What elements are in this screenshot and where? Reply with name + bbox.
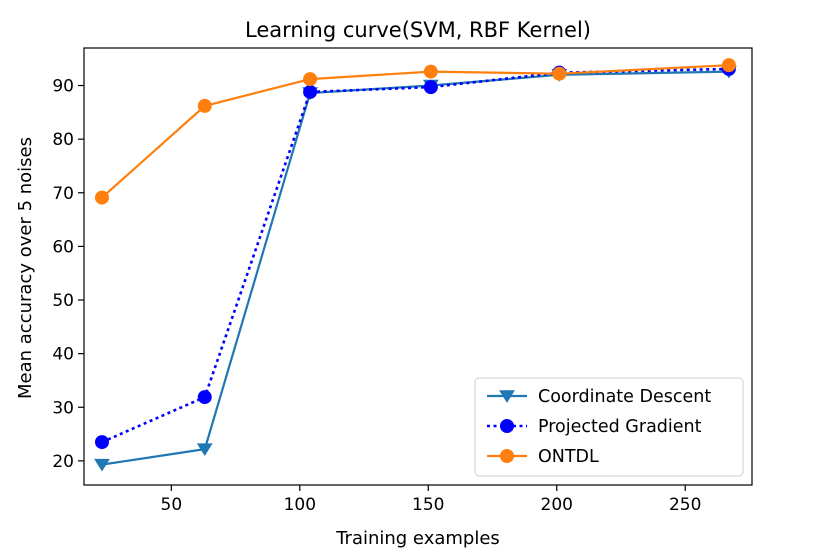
legend-marker [500,449,514,463]
legend-marker [499,390,515,403]
data-point [94,458,110,472]
x-tick-label: 150 [412,495,444,515]
legend-marker [500,419,514,433]
data-point [423,80,438,95]
x-tick-label: 50 [161,495,183,515]
series-line [101,67,729,444]
data-point [552,66,567,81]
y-tick-label: 50 [52,291,74,311]
data-point [423,64,438,79]
x-axis: 50 100 150 200 250 [161,485,701,515]
legend-label: ONTDL [538,447,599,467]
legend-box [474,377,744,477]
x-axis-label: Training examples [335,528,500,549]
legend-label: Coordinate Descent [538,387,711,407]
data-point [196,443,213,456]
series-line [101,64,729,199]
data-point [303,84,318,99]
y-axis: 20 30 40 50 60 70 80 90 [52,77,84,472]
chart-title: Learning curve(SVM, RBF Kernel) [245,18,591,42]
data-point [303,72,318,87]
series-layer [94,58,737,472]
y-tick-label: 20 [52,452,74,472]
y-tick-label: 40 [52,345,74,365]
x-tick-label: 100 [284,495,316,515]
legend: Coordinate Descent Projected Gradient ONTD… [474,377,744,477]
y-tick-label: 90 [52,77,74,97]
y-tick-label: 70 [52,184,74,204]
data-point [94,190,109,205]
x-tick-label: 250 [669,495,701,515]
legend-label: Projected Gradient [538,417,702,437]
y-axis-label: Mean accuracy over 5 noises [15,137,36,399]
y-tick-label: 80 [52,130,74,150]
x-tick-label: 200 [541,495,573,515]
y-tick-label: 60 [52,237,74,257]
data-point [197,98,212,113]
data-point [721,58,736,73]
data-point [197,390,212,405]
y-tick-label: 30 [52,398,74,418]
data-point [94,435,109,450]
series-ontdl [94,58,736,205]
